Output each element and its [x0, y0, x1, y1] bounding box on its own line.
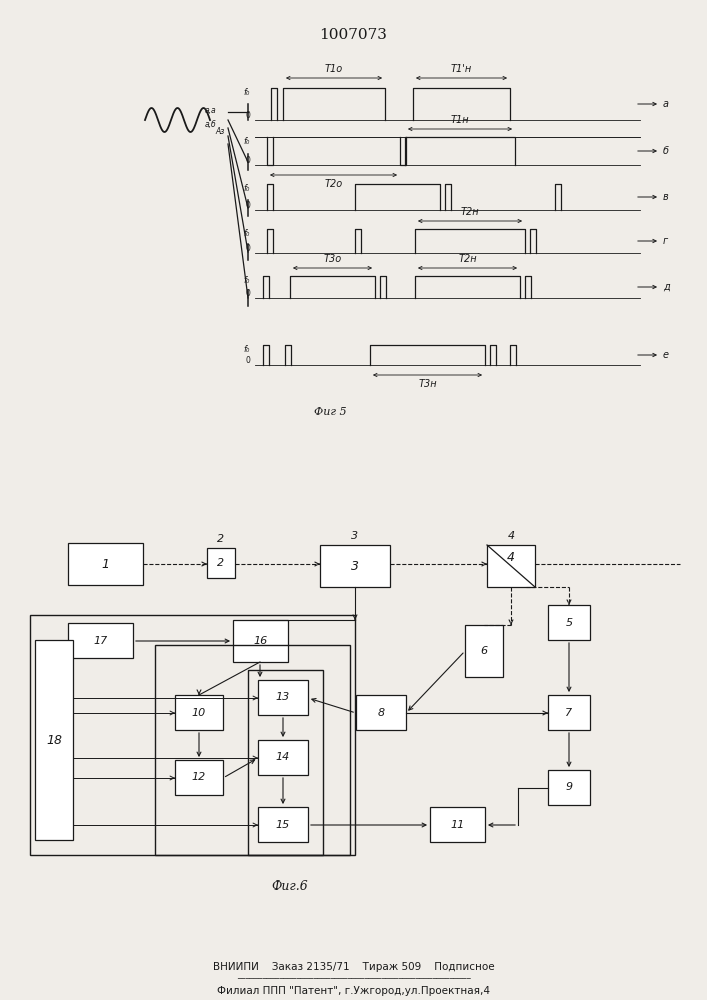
Text: f₀: f₀ [244, 137, 250, 146]
Bar [430, 807, 485, 842]
Text: а: а [663, 99, 669, 109]
Text: Фиг 5: Фиг 5 [314, 407, 346, 417]
Text: T2н: T2н [461, 207, 479, 217]
Text: 13: 13 [276, 692, 290, 702]
Bar [320, 545, 390, 587]
Text: f₀: f₀ [244, 345, 250, 354]
Bar [258, 740, 308, 775]
Text: 5: 5 [566, 617, 573, 628]
Bar [68, 623, 133, 658]
Text: 2: 2 [218, 534, 225, 544]
Text: 12: 12 [192, 772, 206, 782]
Text: д: д [663, 282, 670, 292]
Text: 1007073: 1007073 [320, 28, 387, 42]
Text: T1о: T1о [325, 64, 343, 74]
Text: 0: 0 [245, 289, 250, 298]
Text: 9: 9 [566, 782, 573, 792]
Text: 18: 18 [46, 734, 62, 746]
Text: 3: 3 [351, 560, 359, 572]
Text: 2: 2 [218, 558, 225, 568]
Bar [248, 670, 323, 855]
Text: б: б [663, 146, 669, 156]
Bar [233, 620, 288, 662]
Text: 0: 0 [245, 244, 250, 253]
Text: а,б: а,б [205, 120, 217, 129]
Text: T2о: T2о [325, 179, 343, 189]
Text: 10: 10 [192, 708, 206, 718]
Text: T1'н: T1'н [451, 64, 472, 74]
Text: 0: 0 [245, 111, 250, 120]
Text: ───────────────────────────────────────────────────────: ────────────────────────────────────────… [237, 976, 470, 982]
Text: 1: 1 [102, 558, 110, 570]
Bar [465, 625, 503, 677]
Text: е: е [663, 350, 669, 360]
Text: 8: 8 [378, 708, 385, 718]
Text: 0: 0 [245, 156, 250, 165]
Bar [487, 545, 535, 587]
Bar [258, 680, 308, 715]
Text: 0: 0 [245, 356, 250, 365]
Bar [258, 807, 308, 842]
Text: ВНИИПИ    Заказ 2135/71    Тираж 509    Подписное: ВНИИПИ Заказ 2135/71 Тираж 509 Подписное [213, 962, 494, 972]
Bar [35, 640, 73, 840]
Text: f₀: f₀ [244, 88, 250, 97]
Text: 7: 7 [566, 708, 573, 718]
Text: f₀: f₀ [244, 229, 250, 238]
Bar [175, 695, 223, 730]
Text: 4: 4 [508, 531, 515, 541]
Bar [207, 548, 235, 578]
Bar [548, 770, 590, 805]
Text: 14: 14 [276, 752, 290, 762]
Bar [30, 615, 355, 855]
Text: 16: 16 [253, 636, 268, 646]
Bar [548, 695, 590, 730]
Text: 0: 0 [245, 201, 250, 210]
Text: а,а: а,а [205, 106, 216, 115]
Text: f₀: f₀ [244, 184, 250, 193]
Bar [548, 605, 590, 640]
Text: в: в [663, 192, 669, 202]
Text: Фиг.6: Фиг.6 [271, 880, 308, 893]
Text: T2н: T2н [458, 254, 477, 264]
Bar [68, 543, 143, 585]
Text: 3: 3 [351, 531, 358, 541]
Bar [356, 695, 406, 730]
Text: 15: 15 [276, 820, 290, 830]
Bar [175, 760, 223, 795]
Text: 11: 11 [450, 820, 464, 830]
Text: f₀: f₀ [244, 276, 250, 285]
Text: T1н: T1н [450, 115, 469, 125]
Text: T3о: T3о [323, 254, 341, 264]
Text: 6: 6 [481, 646, 488, 656]
Text: Аз: Аз [215, 127, 224, 136]
Text: 17: 17 [93, 636, 107, 646]
Text: г: г [663, 236, 668, 246]
Text: 4: 4 [507, 551, 515, 564]
Text: T3н: T3н [418, 379, 437, 389]
Text: Филиал ППП "Патент", г.Ужгород,ул.Проектная,4: Филиал ППП "Патент", г.Ужгород,ул.Проект… [217, 986, 490, 996]
Bar [155, 645, 350, 855]
